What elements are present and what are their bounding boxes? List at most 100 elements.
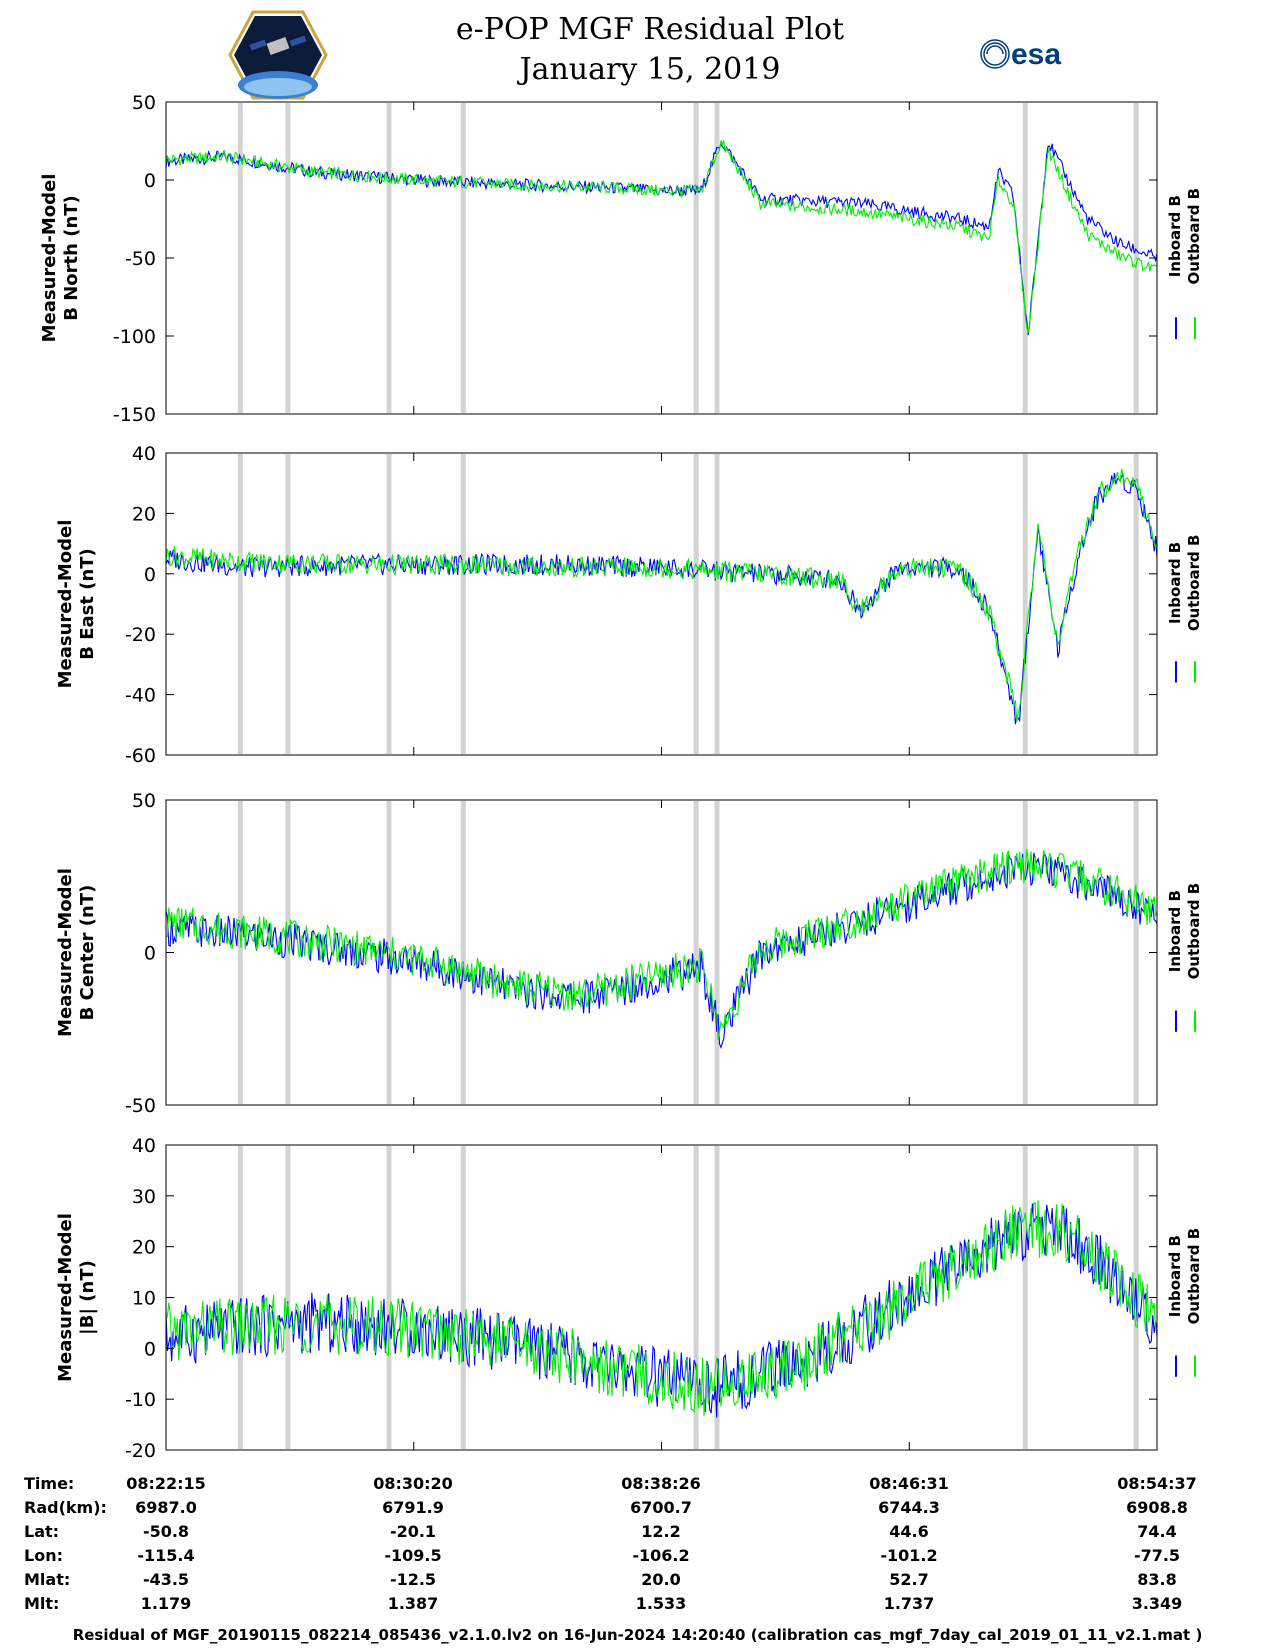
ephemeris-value: -106.2 <box>632 1546 690 1565</box>
data-gap-band <box>386 801 392 1104</box>
y-tick-label: -40 <box>125 685 156 707</box>
y-axis-label: |B| (nT) <box>77 1260 98 1335</box>
plot-frame <box>165 101 1158 415</box>
plot-date: January 15, 2019 <box>519 52 781 87</box>
data-gap-band <box>714 454 720 754</box>
y-tick-label: -60 <box>125 745 156 767</box>
ephemeris-row-label: Time: <box>24 1474 75 1493</box>
series-line-outboard-b <box>165 138 1158 334</box>
data-gap-band <box>1133 103 1139 413</box>
ephemeris-value: 1.179 <box>140 1594 192 1613</box>
data-gap-band <box>1022 454 1028 754</box>
y-axis-label: B North (nT) <box>61 195 82 321</box>
data-gap-band <box>1133 454 1139 754</box>
data-gap-band <box>1022 1146 1028 1449</box>
data-gap-band <box>386 1146 392 1449</box>
ephemeris-value: 52.7 <box>889 1570 929 1589</box>
ephemeris-value: 08:54:37 <box>1117 1474 1197 1493</box>
series-line-outboard-b <box>165 1200 1158 1416</box>
y-tick-label: 20 <box>132 503 156 525</box>
data-gap-band <box>285 801 291 1104</box>
legend-label: Inboard B <box>1166 1235 1184 1317</box>
ephemeris-value: 12.2 <box>641 1522 681 1541</box>
ephemeris-value: -50.8 <box>142 1522 190 1541</box>
data-gap-band <box>237 103 243 413</box>
data-gap-band <box>693 1146 699 1449</box>
ephemeris-value: 6700.7 <box>630 1498 692 1517</box>
y-tick-label: 0 <box>144 170 156 192</box>
y-tick-label: -50 <box>125 1095 156 1117</box>
y-axis-label: Measured-Model <box>55 520 76 689</box>
ephemeris-row-label: Rad(km): <box>24 1498 107 1517</box>
ephemeris-value: -77.5 <box>1133 1546 1181 1565</box>
series-line-outboard-b <box>165 468 1158 722</box>
data-gap-band <box>285 103 291 413</box>
data-gap-band <box>237 454 243 754</box>
y-axis-label: B Center (nT) <box>77 885 98 1021</box>
mission-logo <box>228 10 328 100</box>
esa-logo: esa <box>980 38 1061 71</box>
ephemeris-value: -20.1 <box>389 1522 437 1541</box>
series-line-inboard-b <box>165 472 1158 725</box>
data-gap-band <box>693 454 699 754</box>
plot-frame <box>165 452 1158 756</box>
y-tick-label: 30 <box>132 1186 156 1208</box>
y-tick-label: -20 <box>125 1440 156 1462</box>
legend-label: Outboard B <box>1185 535 1203 632</box>
plot-frame <box>165 1144 1158 1451</box>
y-tick-label: -50 <box>125 248 156 270</box>
ephemeris-value: 3.349 <box>1131 1594 1183 1613</box>
ephemeris-value: 20.0 <box>641 1570 681 1589</box>
legend-label: Outboard B <box>1185 883 1203 980</box>
y-axis-label: B East (nT) <box>77 548 98 660</box>
ephemeris-value: 74.4 <box>1137 1522 1177 1541</box>
ephemeris-row-label: Mlt: <box>24 1594 60 1613</box>
ephemeris-value: 1.737 <box>883 1594 935 1613</box>
legend-label: Inboard B <box>1166 542 1184 624</box>
data-gap-band <box>714 801 720 1104</box>
series-line-outboard-b <box>165 848 1158 1040</box>
y-tick-label: 40 <box>132 443 156 465</box>
ephemeris-value: 6791.9 <box>382 1498 444 1517</box>
ephemeris-value: 83.8 <box>1137 1570 1177 1589</box>
ephemeris-row-label: Mlat: <box>24 1570 71 1589</box>
y-tick-label: 0 <box>144 943 156 965</box>
y-axis-label: Measured-Model <box>39 174 60 343</box>
legend-label: Inboard B <box>1166 890 1184 972</box>
y-tick-label: -20 <box>125 624 156 646</box>
y-axis-label: Measured-Model <box>55 868 76 1037</box>
legend-label: Outboard B <box>1185 1228 1203 1325</box>
data-gap-band <box>460 801 466 1104</box>
data-gap-band <box>1022 801 1028 1104</box>
data-gap-band <box>1133 801 1139 1104</box>
data-gap-band <box>386 103 392 413</box>
ephemeris-row-label: Lat: <box>24 1522 60 1541</box>
ephemeris-value: 08:30:20 <box>373 1474 453 1493</box>
y-tick-label: -100 <box>113 326 156 348</box>
ephemeris-row-label: Lon: <box>24 1546 63 1565</box>
plot-frame <box>165 799 1158 1106</box>
data-gap-band <box>285 1146 291 1449</box>
data-gap-band <box>693 801 699 1104</box>
ephemeris-value: 08:22:15 <box>126 1474 206 1493</box>
y-tick-label: -150 <box>113 404 156 426</box>
y-tick-label: 0 <box>144 564 156 586</box>
y-tick-label: 20 <box>132 1237 156 1259</box>
ephemeris-value: 1.387 <box>387 1594 439 1613</box>
data-gap-band <box>386 454 392 754</box>
y-tick-label: -10 <box>125 1389 156 1411</box>
ephemeris-value: 44.6 <box>889 1522 929 1541</box>
data-gap-band <box>460 454 466 754</box>
footer-caption: Residual of MGF_20190115_082214_085436_v… <box>72 1626 1203 1644</box>
y-tick-label: 50 <box>132 790 156 812</box>
ephemeris-value: 6908.8 <box>1126 1498 1188 1517</box>
y-tick-label: 50 <box>132 92 156 114</box>
y-tick-label: 10 <box>132 1288 156 1310</box>
ephemeris-value: 08:46:31 <box>869 1474 949 1493</box>
ephemeris-value: -115.4 <box>137 1546 195 1565</box>
ephemeris-value: -101.2 <box>880 1546 938 1565</box>
legend-label: Inboard B <box>1166 195 1184 277</box>
data-gap-band <box>714 103 720 413</box>
